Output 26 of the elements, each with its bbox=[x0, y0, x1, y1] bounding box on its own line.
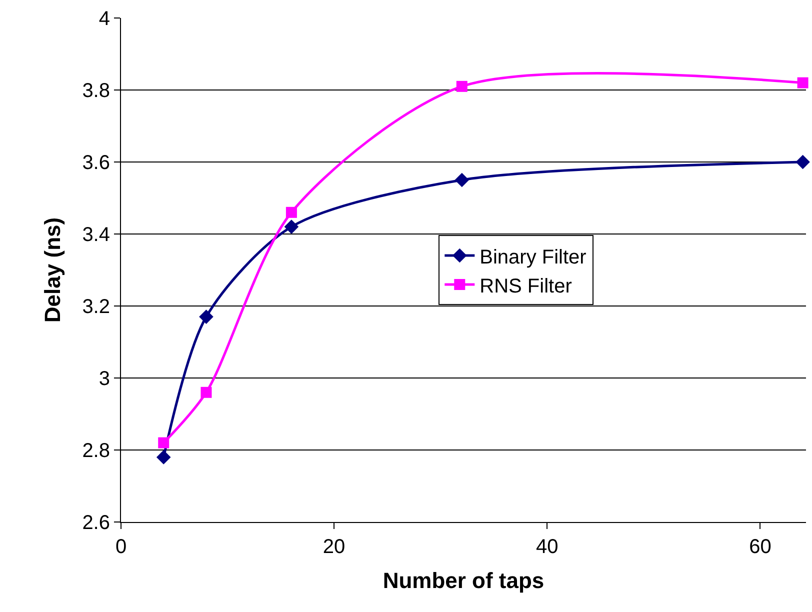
point bbox=[158, 437, 170, 448]
point bbox=[200, 386, 212, 398]
x-tick-label: 20 bbox=[322, 536, 346, 558]
point bbox=[797, 77, 808, 88]
y-axis-title: Delay (ns) bbox=[40, 217, 65, 323]
point bbox=[156, 450, 171, 464]
point bbox=[284, 220, 299, 234]
y-tick-label: 3.8 bbox=[82, 80, 110, 102]
y-tick-label: 2.8 bbox=[82, 440, 110, 462]
x-tick-label: 40 bbox=[536, 536, 558, 558]
y-tick-label: 4 bbox=[98, 8, 110, 30]
y-tick-label: 3.6 bbox=[82, 152, 110, 174]
y-tick-label: 3.4 bbox=[82, 224, 110, 246]
y-tick-label: 3.2 bbox=[82, 296, 110, 318]
y-tick-label: 3 bbox=[98, 368, 110, 390]
legend-label: Binary Filter bbox=[480, 246, 587, 268]
point bbox=[456, 80, 468, 92]
x-axis-title: Number of taps bbox=[382, 568, 544, 593]
point bbox=[199, 310, 214, 324]
x-tick-label: 0 bbox=[115, 536, 127, 558]
point bbox=[286, 206, 297, 218]
x-tick-label: 60 bbox=[749, 536, 772, 558]
legend-label: RNS Filter bbox=[480, 275, 572, 298]
y-tick-label: 2.6 bbox=[82, 512, 110, 534]
point bbox=[454, 172, 470, 188]
point bbox=[796, 154, 810, 170]
